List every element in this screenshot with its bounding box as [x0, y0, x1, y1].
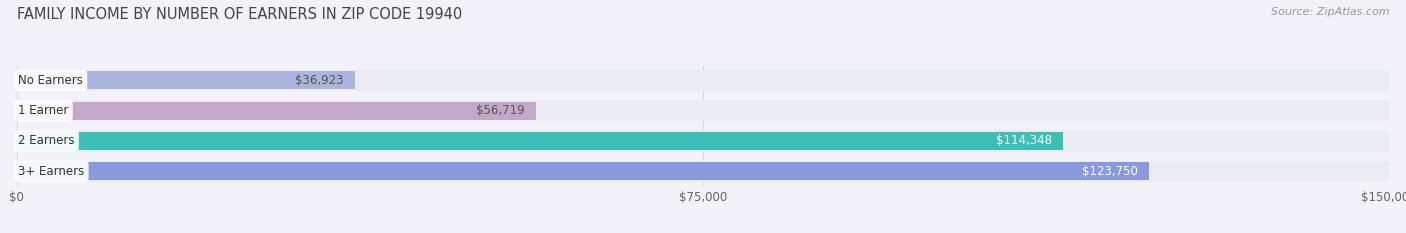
Text: 1 Earner: 1 Earner — [18, 104, 69, 117]
Bar — [17, 70, 1389, 91]
Text: $114,348: $114,348 — [995, 134, 1052, 147]
Text: $36,923: $36,923 — [295, 74, 343, 87]
Text: 3+ Earners: 3+ Earners — [18, 165, 84, 178]
Text: $56,719: $56,719 — [477, 104, 524, 117]
Text: $123,750: $123,750 — [1083, 165, 1137, 178]
Bar — [17, 132, 1063, 150]
Bar — [17, 162, 1149, 180]
Bar — [17, 71, 354, 89]
Text: FAMILY INCOME BY NUMBER OF EARNERS IN ZIP CODE 19940: FAMILY INCOME BY NUMBER OF EARNERS IN ZI… — [17, 7, 463, 22]
Bar — [17, 161, 1389, 182]
Text: 2 Earners: 2 Earners — [18, 134, 75, 147]
Bar — [17, 130, 1389, 152]
Text: Source: ZipAtlas.com: Source: ZipAtlas.com — [1271, 7, 1389, 17]
Bar — [17, 100, 1389, 121]
Text: No Earners: No Earners — [18, 74, 83, 87]
Bar — [17, 102, 536, 120]
